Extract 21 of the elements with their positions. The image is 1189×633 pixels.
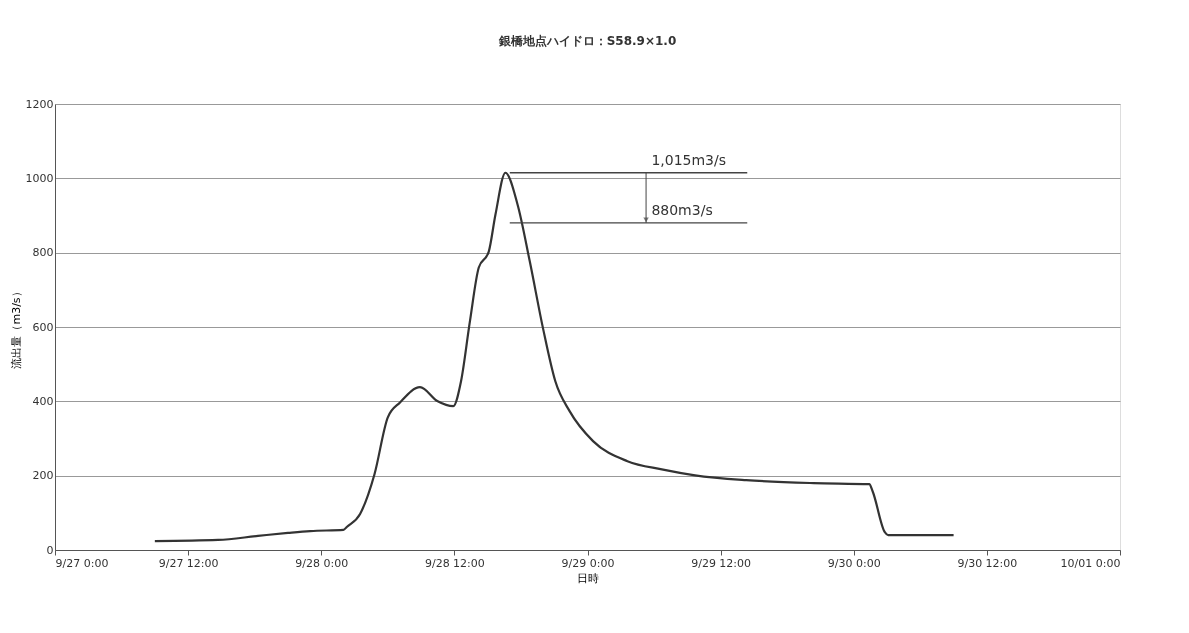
chart-title: 銀橋地点ハイドロ：S58.9×1.0: [497, 34, 677, 48]
x-tick-label: 10/01 0:00: [1060, 556, 1121, 570]
y-tick-label: 800: [32, 246, 54, 260]
y-tick-label: 0: [46, 543, 54, 557]
x-tick-label: 9/27 12:00: [158, 556, 219, 570]
ref-line-label: 1,015m3/s: [651, 151, 727, 168]
x-tick-label: 9/30 12:00: [957, 556, 1018, 570]
x-tick-label: 9/27 0:00: [55, 556, 109, 570]
x-axis-title: 日時: [577, 571, 599, 585]
x-tick-label: 9/29 0:00: [561, 556, 615, 570]
x-tick-label: 9/29 12:00: [691, 556, 752, 570]
y-axis-title: 流出量（m3/s）: [9, 286, 23, 369]
x-tick-label: 9/30 0:00: [827, 556, 881, 570]
y-tick-label: 600: [32, 320, 54, 334]
x-tick-label: 9/28 12:00: [424, 556, 485, 570]
y-tick-label: 200: [32, 469, 54, 483]
x-tick-label: 9/28 0:00: [295, 556, 349, 570]
y-tick-label: 1000: [25, 171, 54, 185]
y-tick-label: 1200: [25, 97, 54, 111]
ref-line-label: 880m3/s: [651, 201, 713, 218]
y-tick-label: 400: [32, 394, 54, 408]
